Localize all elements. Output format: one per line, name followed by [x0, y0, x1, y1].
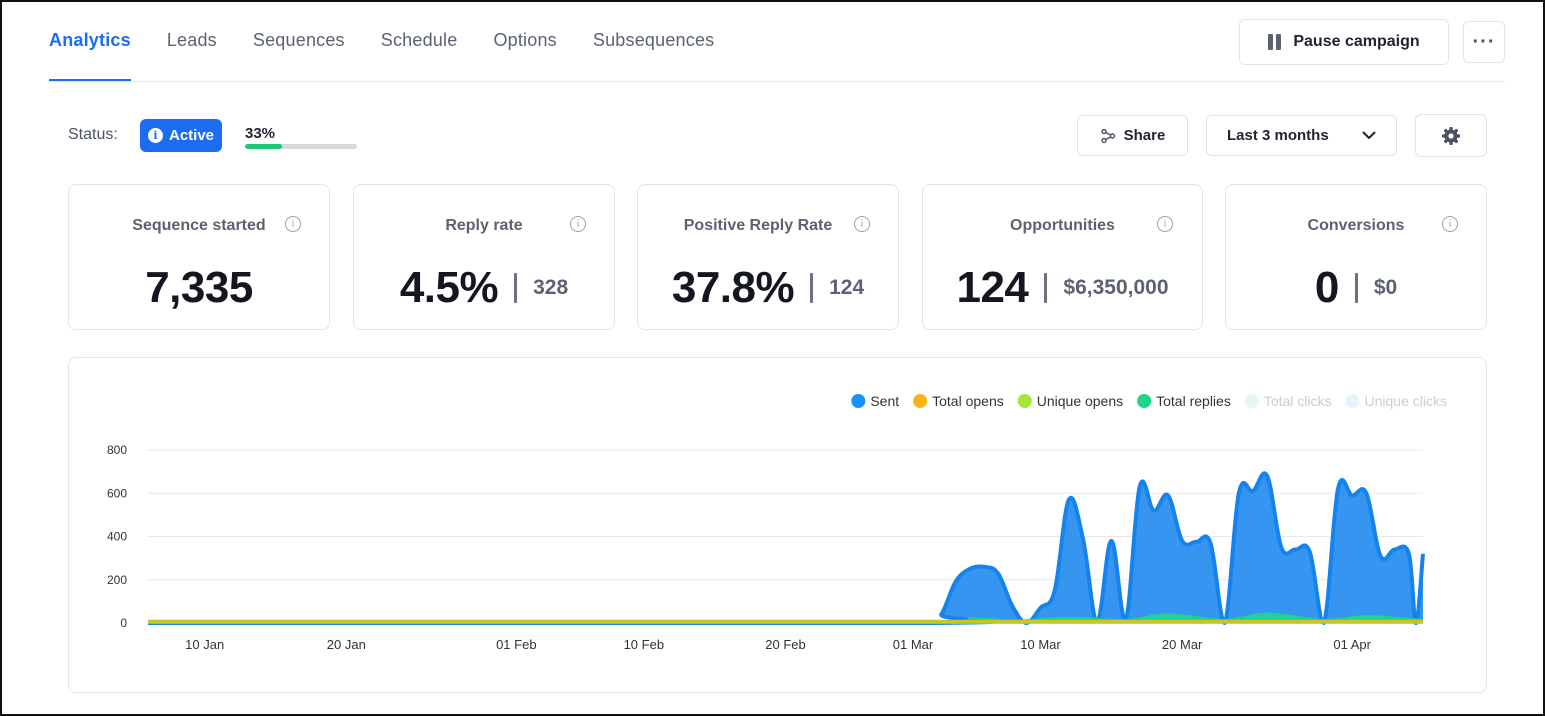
info-icon: i: [147, 128, 163, 143]
x-tick-label: 01 Mar: [893, 637, 934, 652]
stat-card-conversions: Conversions i 0 $0: [1225, 184, 1487, 330]
status-label: Status:: [68, 126, 118, 143]
status-badge-label: Active: [168, 127, 215, 144]
value-separator: [1354, 273, 1358, 303]
stat-title: Conversions: [1307, 217, 1405, 234]
series-line-sent: [147, 471, 1425, 625]
date-range-select[interactable]: Last 3 months: [1206, 115, 1397, 156]
progress-percent: 33%: [245, 125, 276, 142]
share-button[interactable]: Share: [1077, 115, 1188, 156]
tab-divider: [49, 81, 1505, 82]
chevron-down-icon: [1362, 131, 1376, 139]
tab-schedule[interactable]: Schedule: [380, 30, 458, 50]
legend-marker: [851, 394, 866, 408]
value-separator: [1044, 273, 1048, 303]
y-tick-label: 600: [107, 486, 127, 500]
pause-icon: [1268, 34, 1282, 50]
x-tick-label: 20 Feb: [765, 637, 805, 652]
pause-campaign-button[interactable]: Pause campaign: [1239, 19, 1449, 65]
y-tick-label: 800: [107, 443, 127, 457]
gear-icon: [1442, 126, 1460, 145]
stat-title: Sequence started: [132, 217, 266, 234]
y-tick-label: 400: [107, 530, 127, 544]
stat-secondary-value: 328: [533, 276, 569, 299]
progress-bar-fill: [245, 144, 282, 149]
info-icon[interactable]: i: [1157, 216, 1173, 232]
legend-label: Sent: [870, 393, 899, 409]
share-icon: [1100, 128, 1115, 143]
x-tick-label: 10 Mar: [1020, 637, 1061, 652]
legend-label: Total clicks: [1264, 393, 1332, 409]
pause-campaign-label: Pause campaign: [1293, 33, 1420, 50]
stat-secondary-value: $0: [1373, 276, 1398, 299]
activity-chart-card: 0 200 400 600 800 10 Jan 20 Jan 01 Feb 10 Feb 20 …: [68, 357, 1487, 693]
y-tick-label: 200: [107, 573, 127, 587]
legend-marker: [913, 394, 928, 408]
info-icon[interactable]: i: [285, 216, 301, 232]
tab-bar: Analytics Leads Sequences Schedule Optio…: [49, 2, 750, 82]
progress-bar: [245, 144, 357, 149]
info-icon[interactable]: i: [1442, 216, 1458, 232]
more-icon: ···: [1472, 30, 1496, 53]
stat-title: Reply rate: [445, 217, 523, 234]
x-tick-label: 20 Jan: [327, 637, 366, 652]
stat-title: Opportunities: [1010, 217, 1115, 234]
x-tick-label: 10 Jan: [185, 637, 224, 652]
stat-card-positive-reply-rate: Positive Reply Rate i 37.8% 124: [637, 184, 899, 330]
more-options-button[interactable]: ···: [1463, 21, 1505, 63]
stat-secondary-value: 124: [829, 276, 865, 299]
date-range-label: Last 3 months: [1227, 127, 1329, 144]
stat-value: 124: [956, 263, 1029, 312]
tab-subsequences[interactable]: Subsequences: [592, 30, 715, 50]
value-separator: [810, 273, 814, 303]
x-tick-label: 01 Feb: [496, 637, 536, 652]
stat-title: Positive Reply Rate: [683, 217, 833, 234]
legend-marker: [1137, 394, 1152, 408]
x-tick-label: 10 Feb: [624, 637, 664, 652]
stat-value: 0: [1314, 263, 1339, 312]
legend-marker: [1345, 394, 1360, 408]
legend-label: Total opens: [932, 393, 1004, 409]
legend-marker: [1244, 394, 1259, 408]
legend-marker: [1017, 394, 1032, 408]
x-tick-label: 20 Mar: [1162, 637, 1203, 652]
stat-value: 7,335: [145, 263, 253, 312]
stat-secondary-value: $6,350,000: [1063, 276, 1169, 299]
tab-options[interactable]: Options: [493, 30, 557, 50]
share-label: Share: [1123, 127, 1166, 144]
value-separator: [514, 273, 518, 303]
status-badge[interactable]: i Active: [140, 119, 222, 152]
tab-leads[interactable]: Leads: [166, 30, 217, 50]
info-icon[interactable]: i: [570, 216, 586, 232]
stat-card-reply-rate: Reply rate i 4.5% 328: [353, 184, 615, 330]
x-tick-label: 01 Apr: [1333, 637, 1371, 652]
legend-label: Total replies: [1156, 393, 1231, 409]
tab-sequences[interactable]: Sequences: [252, 30, 345, 50]
stat-card-opportunities: Opportunities i 124 $6,350,000: [922, 184, 1203, 330]
y-tick-label: 0: [120, 616, 127, 630]
activity-chart: 0 200 400 600 800 10 Jan 20 Jan 01 Feb 10 Feb 20 …: [107, 393, 1447, 652]
stat-card-sequence-started: Sequence started i 7,335: [68, 184, 330, 330]
legend-label: Unique clicks: [1365, 393, 1447, 409]
stat-value: 37.8%: [671, 263, 795, 312]
info-icon[interactable]: i: [854, 216, 870, 232]
stat-value: 4.5%: [399, 263, 499, 312]
settings-button[interactable]: [1415, 114, 1487, 157]
tab-analytics[interactable]: Analytics: [49, 2, 131, 82]
legend-label: Unique opens: [1037, 393, 1123, 409]
